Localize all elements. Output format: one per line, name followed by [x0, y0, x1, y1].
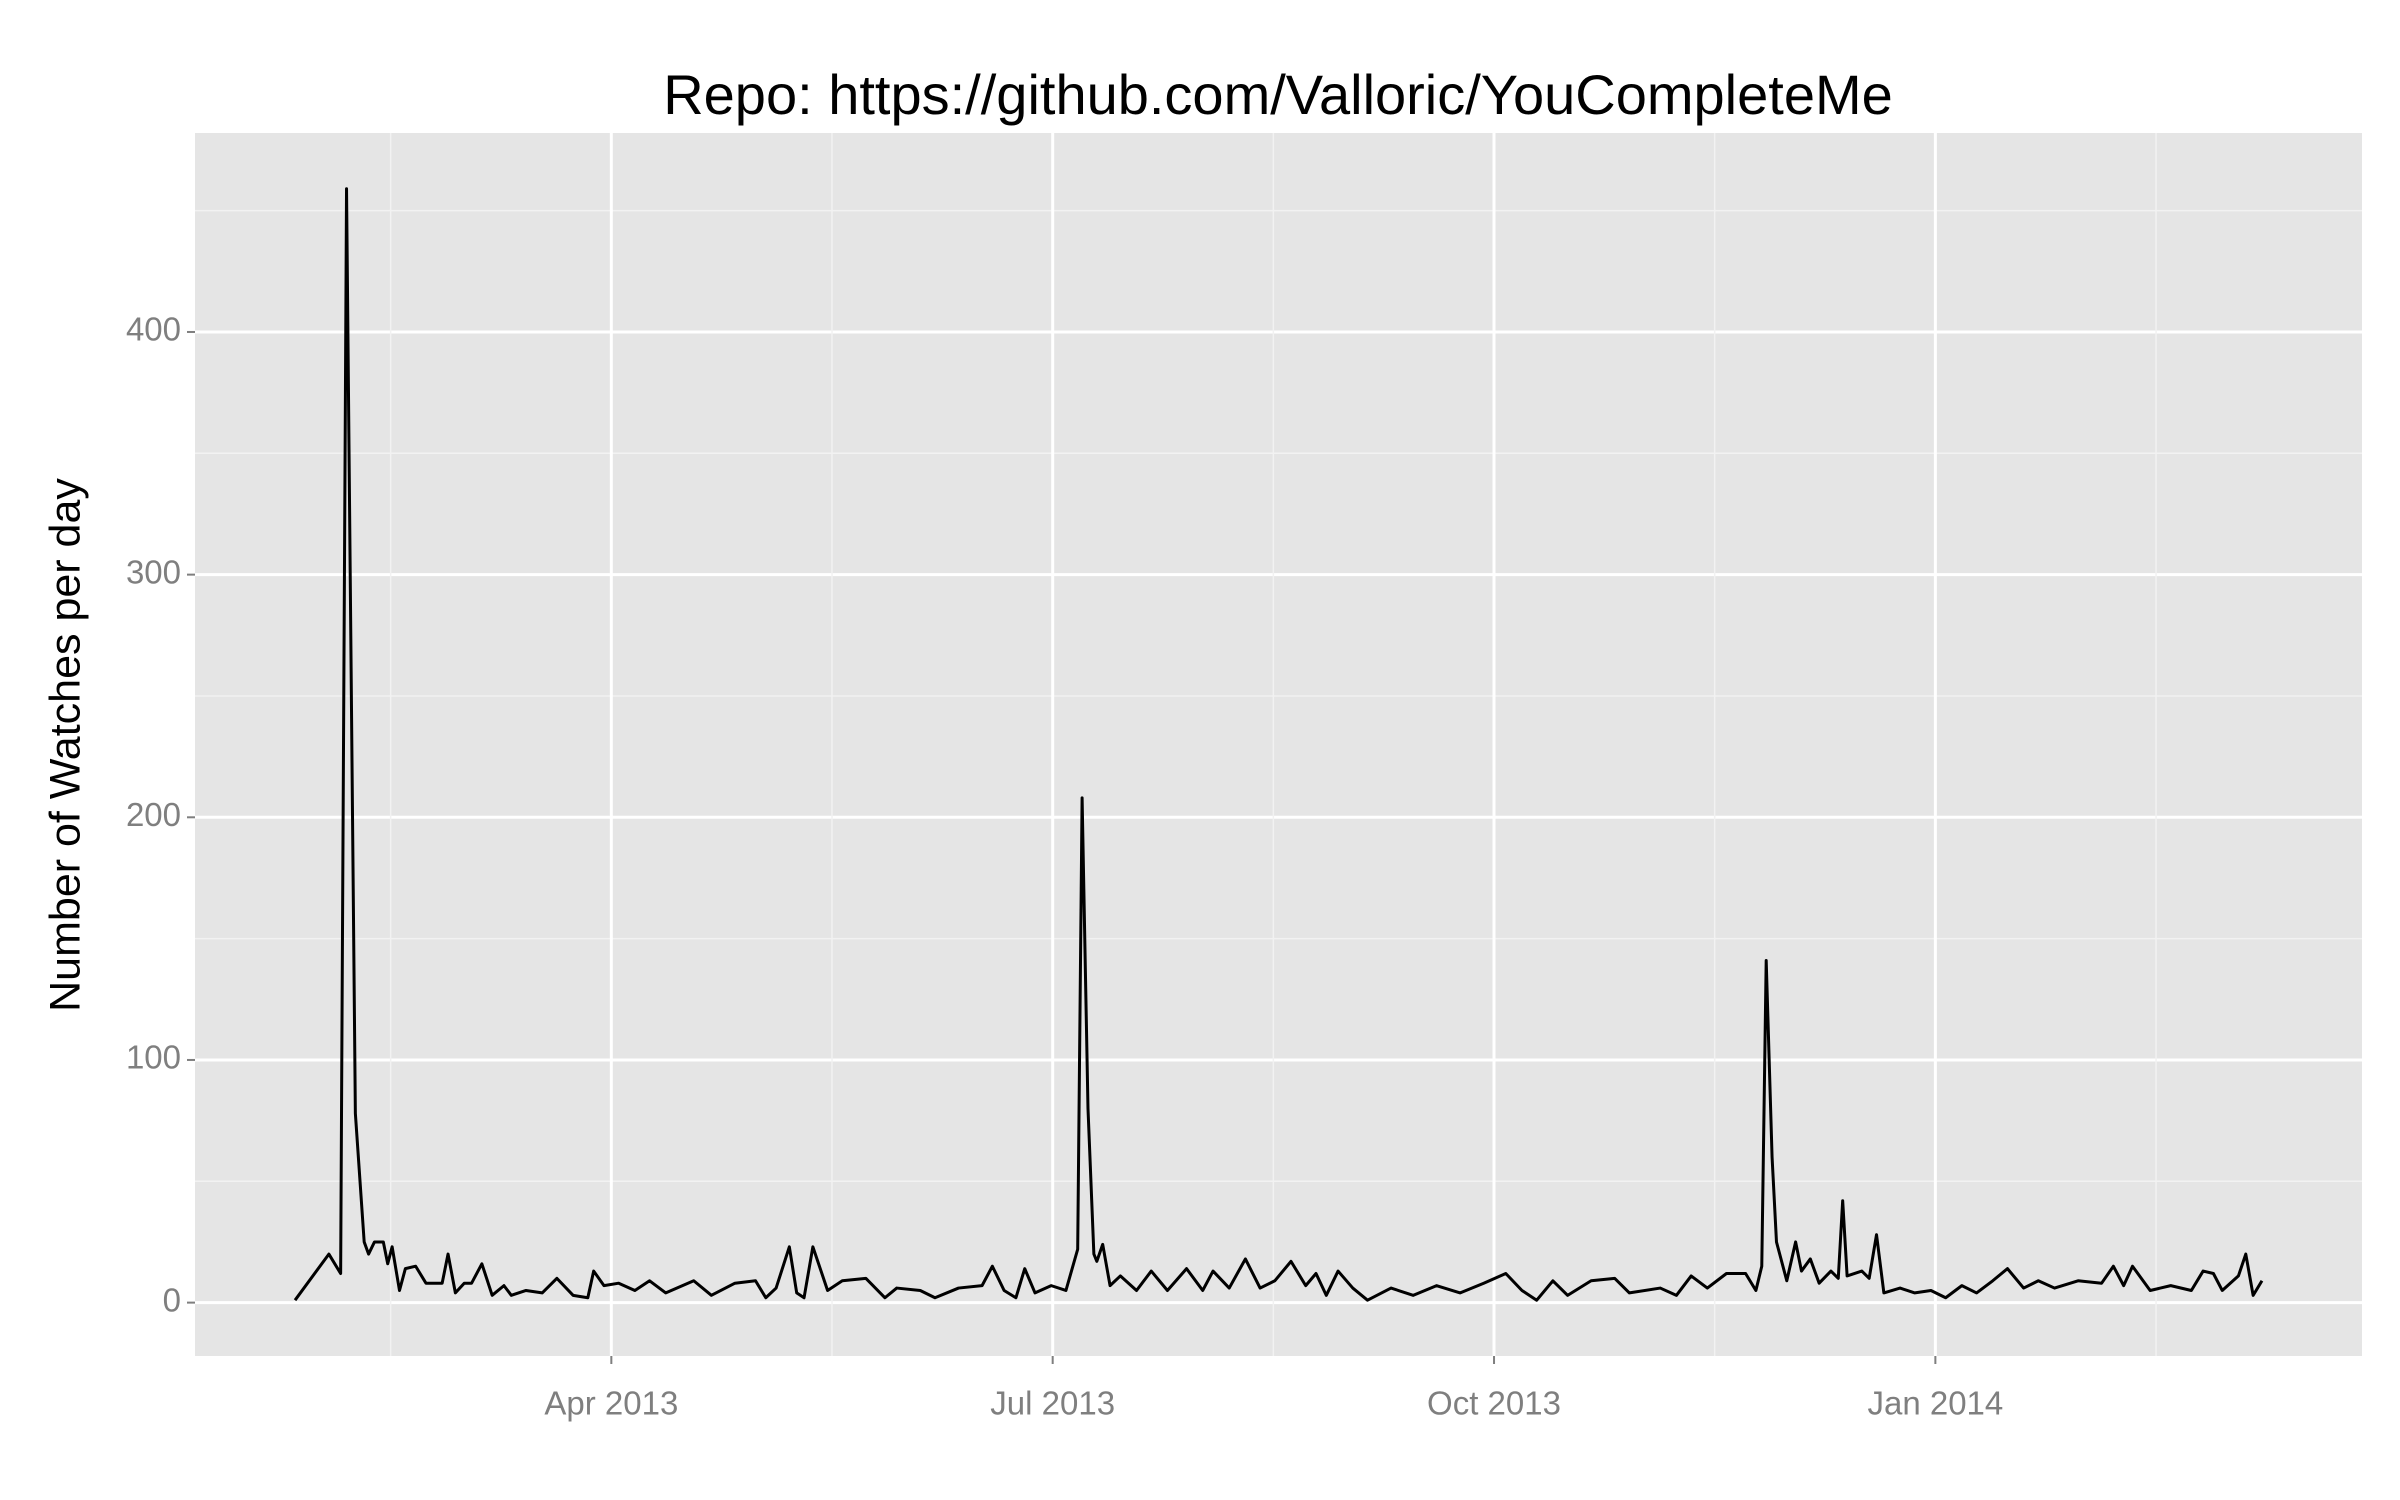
y-tick-label: 100	[126, 1039, 181, 1076]
data-line	[293, 187, 2264, 1302]
panel	[195, 133, 2362, 1356]
marks	[293, 187, 2264, 1302]
chart-title: Repo: https://github.com/Valloric/YouCom…	[663, 63, 1893, 126]
x-tick-label: Oct 2013	[1427, 1385, 1561, 1422]
grid: 0 100 200 300 400 Apr 2013 Jul 2013 Oct 2013 Jan…	[126, 133, 2362, 1422]
x-tick-label: Apr 2013	[544, 1385, 678, 1422]
y-tick-label: 400	[126, 311, 181, 348]
y-tick-label: 0	[163, 1281, 181, 1318]
y-tick-label: 200	[126, 796, 181, 833]
y-axis-label: Number of Watches per day	[41, 478, 89, 1012]
x-tick-label: Jul 2013	[990, 1385, 1115, 1422]
y-tick-label: 300	[126, 553, 181, 590]
x-tick-label: Jan 2014	[1867, 1385, 2003, 1422]
